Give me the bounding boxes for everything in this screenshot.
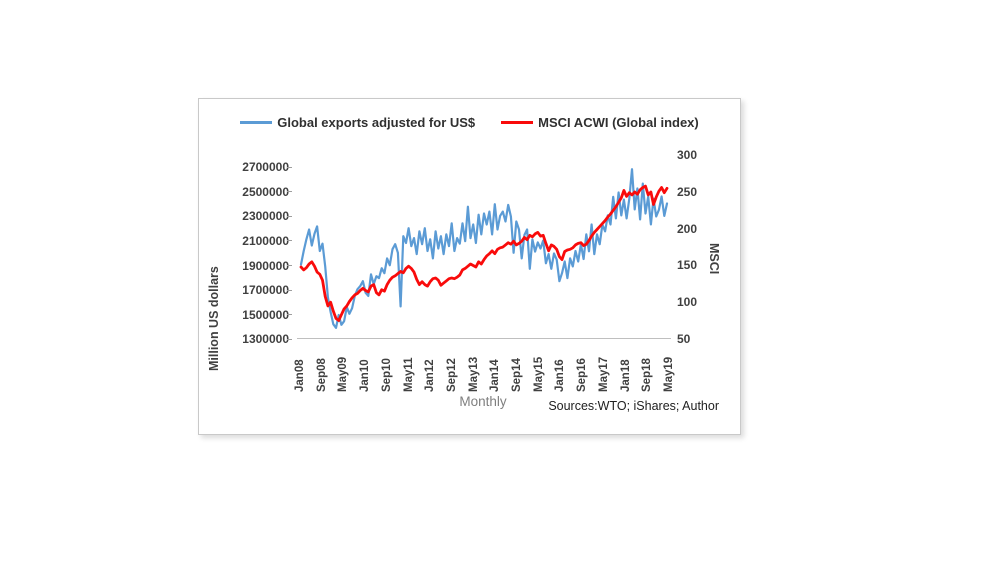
legend-item-exports: Global exports adjusted for US$ (240, 115, 475, 130)
y-tick-right: 150 (677, 258, 698, 273)
y-tick-left: 2300000 (242, 209, 289, 224)
x-tick: Jan18 (619, 359, 632, 392)
x-tick: Jan08 (294, 359, 306, 392)
x-tick: Jan12 (424, 359, 437, 392)
x-tick: Sep08 (315, 358, 328, 392)
y-tick-right: 300 (677, 148, 698, 162)
legend: Global exports adjusted for US$ MSCI ACW… (199, 115, 740, 130)
y-tick-left: 1900000 (242, 258, 289, 273)
y-tick-mark (287, 166, 292, 168)
y-tick-left: 1700000 (242, 283, 289, 298)
msci-line (299, 184, 669, 323)
x-tick: Sep12 (445, 358, 458, 392)
x-tick: Jan16 (554, 359, 567, 392)
y-tick-left: 1300000 (242, 332, 289, 347)
x-tick: May13 (467, 356, 480, 392)
legend-label-msci: MSCI ACWI (Global index) (538, 115, 699, 130)
source-note: Sources:WTO; iShares; Author (548, 399, 719, 413)
x-tick: Sep16 (576, 358, 589, 392)
x-tick: Sep10 (380, 358, 393, 392)
x-tick: May19 (662, 356, 675, 392)
x-tick: Jan10 (359, 359, 372, 392)
y-tick-right: 250 (677, 184, 698, 199)
x-axis-title: Monthly (459, 394, 507, 409)
y-tick-mark (287, 215, 292, 217)
y-tick-left: 1500000 (242, 307, 289, 322)
legend-label-exports: Global exports adjusted for US$ (277, 115, 476, 130)
x-tick: May11 (402, 357, 415, 392)
y-tick-right: 200 (677, 221, 698, 236)
y-tick-left: 2100000 (242, 233, 289, 248)
x-tick: Sep14 (511, 358, 523, 392)
plot-area (297, 168, 671, 339)
y-tick-mark (287, 265, 292, 267)
msci-line-swatch-icon (501, 121, 534, 124)
y-axis-title-left: Million US dollars (207, 266, 221, 372)
y-tick-mark (287, 314, 292, 316)
x-tick: May17 (597, 356, 610, 392)
x-tick: Sep18 (641, 358, 654, 392)
y-axis-title-right: MSCI (707, 243, 721, 275)
y-tick-mark (287, 289, 292, 291)
exports-line (299, 168, 669, 329)
y-tick-right: 100 (677, 295, 698, 310)
legend-item-msci: MSCI ACWI (Global index) (501, 115, 699, 130)
chart-panel: Global exports adjusted for US$ MSCI ACW… (198, 98, 741, 435)
y-tick-mark (287, 240, 292, 242)
exports-line-swatch-icon (240, 121, 273, 124)
x-tick: Jan14 (489, 359, 502, 392)
y-tick-left: 2500000 (242, 184, 289, 199)
x-tick: May15 (532, 356, 545, 392)
y-tick-right: 50 (677, 331, 691, 346)
y-tick-left: 2700000 (242, 160, 289, 174)
x-tick: May09 (337, 356, 350, 392)
y-tick-mark (287, 338, 292, 340)
y-tick-mark (287, 191, 292, 193)
